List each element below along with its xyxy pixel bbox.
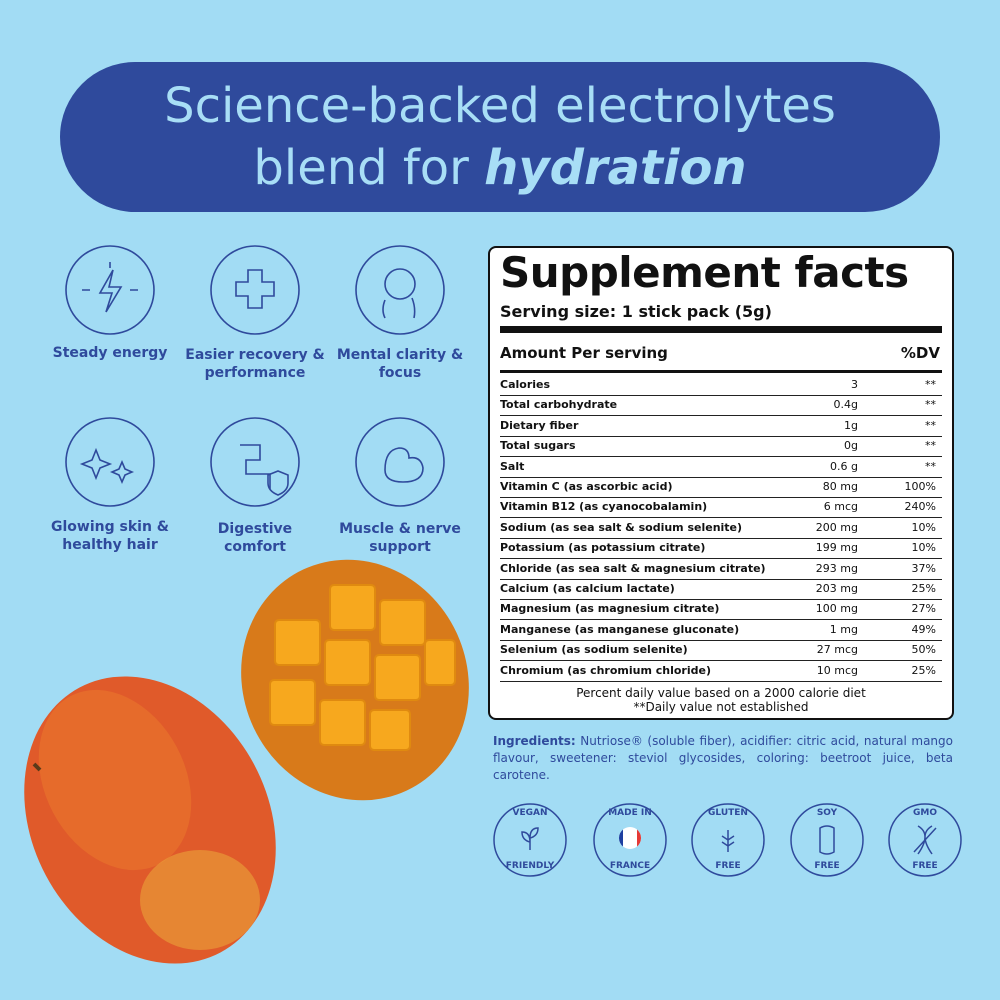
nutrient-amount: 27 mcg xyxy=(816,643,858,657)
facts-title: Supplement facts xyxy=(500,248,909,297)
nutrient-name: Potassium (as potassium citrate) xyxy=(500,541,706,555)
headline-line-1: Science-backed electrolytes xyxy=(164,78,836,134)
benefit-label: Mental clarity & focus xyxy=(336,347,464,381)
nutrient-name: Vitamin B12 (as cyanocobalamin) xyxy=(500,500,708,514)
nutrient-dv: 10% xyxy=(911,541,936,555)
nutrient-name: Vitamin C (as ascorbic acid) xyxy=(500,480,673,493)
nutrient-amount: 6 mcg xyxy=(823,500,858,514)
nutrient-dv: 50% xyxy=(911,643,936,657)
headline-line-2: blend for hydration xyxy=(60,137,940,199)
nutrient-name: Selenium (as sodium selenite) xyxy=(500,643,688,657)
headline-emphasis: hydration xyxy=(484,140,747,196)
facts-row: Vitamin C (as ascorbic acid) 80 mg 100% xyxy=(500,477,942,498)
nutrient-amount: 1 mg xyxy=(829,622,858,636)
nutrient-amount: 10 mcg xyxy=(816,663,858,677)
ingredients: Ingredients: Nutriose® (soluble fiber), … xyxy=(493,733,953,784)
nutrient-amount: 0.4g xyxy=(833,398,858,412)
facts-row: Total sugars 0g ** xyxy=(500,436,942,458)
facts-row: Manganese (as manganese gluconate) 1 mg 49… xyxy=(500,620,942,641)
serving-size: Serving size: 1 stick pack (5g) xyxy=(500,302,772,321)
badge-bottom: FRANCE xyxy=(609,861,651,871)
nutrient-amount: 200 mg xyxy=(815,520,858,534)
nutrient-name: Sodium (as sea salt & sodium selenite) xyxy=(500,520,743,534)
amount-header: Amount Per serving xyxy=(500,344,668,362)
nutrient-dv: ** xyxy=(925,398,936,412)
nutrient-amount: 203 mg xyxy=(815,582,858,595)
badge-top: MADE IN xyxy=(608,808,652,818)
nutrient-dv: 240% xyxy=(904,500,936,514)
badge-top: VEGAN xyxy=(512,808,548,818)
facts-row: Sodium (as sea salt & sodium selenite) 20… xyxy=(500,518,942,539)
headline-lead: blend for xyxy=(253,140,469,196)
nutrient-amount: 293 mg xyxy=(815,561,858,575)
nutrient-dv: 25% xyxy=(911,663,936,677)
facts-row: Selenium (as sodium selenite) 27 mcg 50% xyxy=(500,640,942,662)
nutrient-name: Dietary fiber xyxy=(500,418,579,432)
nutrient-dv: 100% xyxy=(904,480,936,493)
divider xyxy=(500,326,942,333)
nutrient-dv: 10% xyxy=(911,520,936,534)
badge-top: GMO xyxy=(913,808,937,818)
nutrient-dv: ** xyxy=(925,418,936,432)
nutrient-amount: 0g xyxy=(844,439,858,453)
nutrient-name: Total carbohydrate xyxy=(500,398,618,412)
benefit-label: Muscle & nerve support xyxy=(339,521,461,555)
benefit-label: Glowing skin & healthy hair xyxy=(51,519,169,553)
nutrient-amount: 80 mg xyxy=(822,480,858,493)
nutrient-dv: 25% xyxy=(911,582,936,595)
nutrient-name: Total sugars xyxy=(500,439,576,453)
footnote-line: **Daily value not established xyxy=(633,700,809,714)
facts-row: Total carbohydrate 0.4g ** xyxy=(500,395,942,417)
ingredients-text: Nutriose® (soluble fiber), acidifier: ci… xyxy=(493,734,953,782)
nutrient-dv: 49% xyxy=(911,622,936,636)
facts-row: Potassium (as potassium citrate) 199 mg 10… xyxy=(500,538,942,560)
nutrient-amount: 3 xyxy=(851,378,858,391)
facts-row: Salt 0.6 g ** xyxy=(500,457,942,478)
nutrient-name: Magnesium (as magnesium citrate) xyxy=(500,602,720,616)
supplement-facts: Supplement facts Serving size: 1 stick p… xyxy=(488,246,954,720)
badge-bottom: FRIENDLY xyxy=(505,861,555,871)
divider xyxy=(500,370,942,373)
badge-bottom: FREE xyxy=(814,861,840,871)
facts-row: Calcium (as calcium lactate) 203 mg 25% xyxy=(500,579,942,600)
nutrient-name: Salt xyxy=(500,459,525,473)
nutrient-amount: 0.6 g xyxy=(830,459,858,473)
nutrient-name: Chloride (as sea salt & magnesium citrat… xyxy=(500,561,766,575)
benefit-label: Digestive comfort xyxy=(217,521,293,555)
facts-row: Chromium (as chromium chloride) 10 mcg 25% xyxy=(500,661,942,682)
facts-row: Magnesium (as magnesium citrate) 100 mg 27… xyxy=(500,599,942,621)
dv-header: %DV xyxy=(900,344,940,362)
nutrient-name: Calcium (as calcium lactate) xyxy=(500,582,675,595)
facts-footnote: Percent daily value based on a 2000 calo… xyxy=(490,686,952,714)
nutrient-dv: 37% xyxy=(911,561,936,575)
footnote-line: Percent daily value based on a 2000 calo… xyxy=(576,686,866,700)
facts-row: Calories 3 ** xyxy=(500,375,942,396)
nutrient-amount: 1g xyxy=(844,418,858,432)
nutrient-name: Manganese (as manganese gluconate) xyxy=(500,622,740,636)
badge-top: GLUTEN xyxy=(708,808,748,818)
nutrient-name: Calories xyxy=(500,378,551,391)
nutrient-dv: 27% xyxy=(911,602,936,616)
nutrient-dv: ** xyxy=(925,378,936,391)
headline-banner: Science-backed electrolytes blend for hy… xyxy=(60,62,940,212)
facts-row: Dietary fiber 1g ** xyxy=(500,416,942,437)
badge-top: SOY xyxy=(816,808,838,818)
badge-bottom: FREE xyxy=(912,861,938,871)
nutrient-amount: 199 mg xyxy=(815,541,858,555)
badge-bottom: FREE xyxy=(715,861,741,871)
nutrient-dv: ** xyxy=(925,459,936,473)
benefit-label: Steady energy xyxy=(52,345,168,361)
facts-row: Vitamin B12 (as cyanocobalamin) 6 mcg 240% xyxy=(500,497,942,519)
benefit-label: Easier recovery & performance xyxy=(185,347,325,381)
nutrient-amount: 100 mg xyxy=(815,602,858,616)
ingredients-label: Ingredients: xyxy=(493,734,576,748)
nutrient-name: Chromium (as chromium chloride) xyxy=(500,663,711,677)
facts-row: Chloride (as sea salt & magnesium citrat… xyxy=(500,559,942,580)
nutrient-dv: ** xyxy=(925,439,936,453)
